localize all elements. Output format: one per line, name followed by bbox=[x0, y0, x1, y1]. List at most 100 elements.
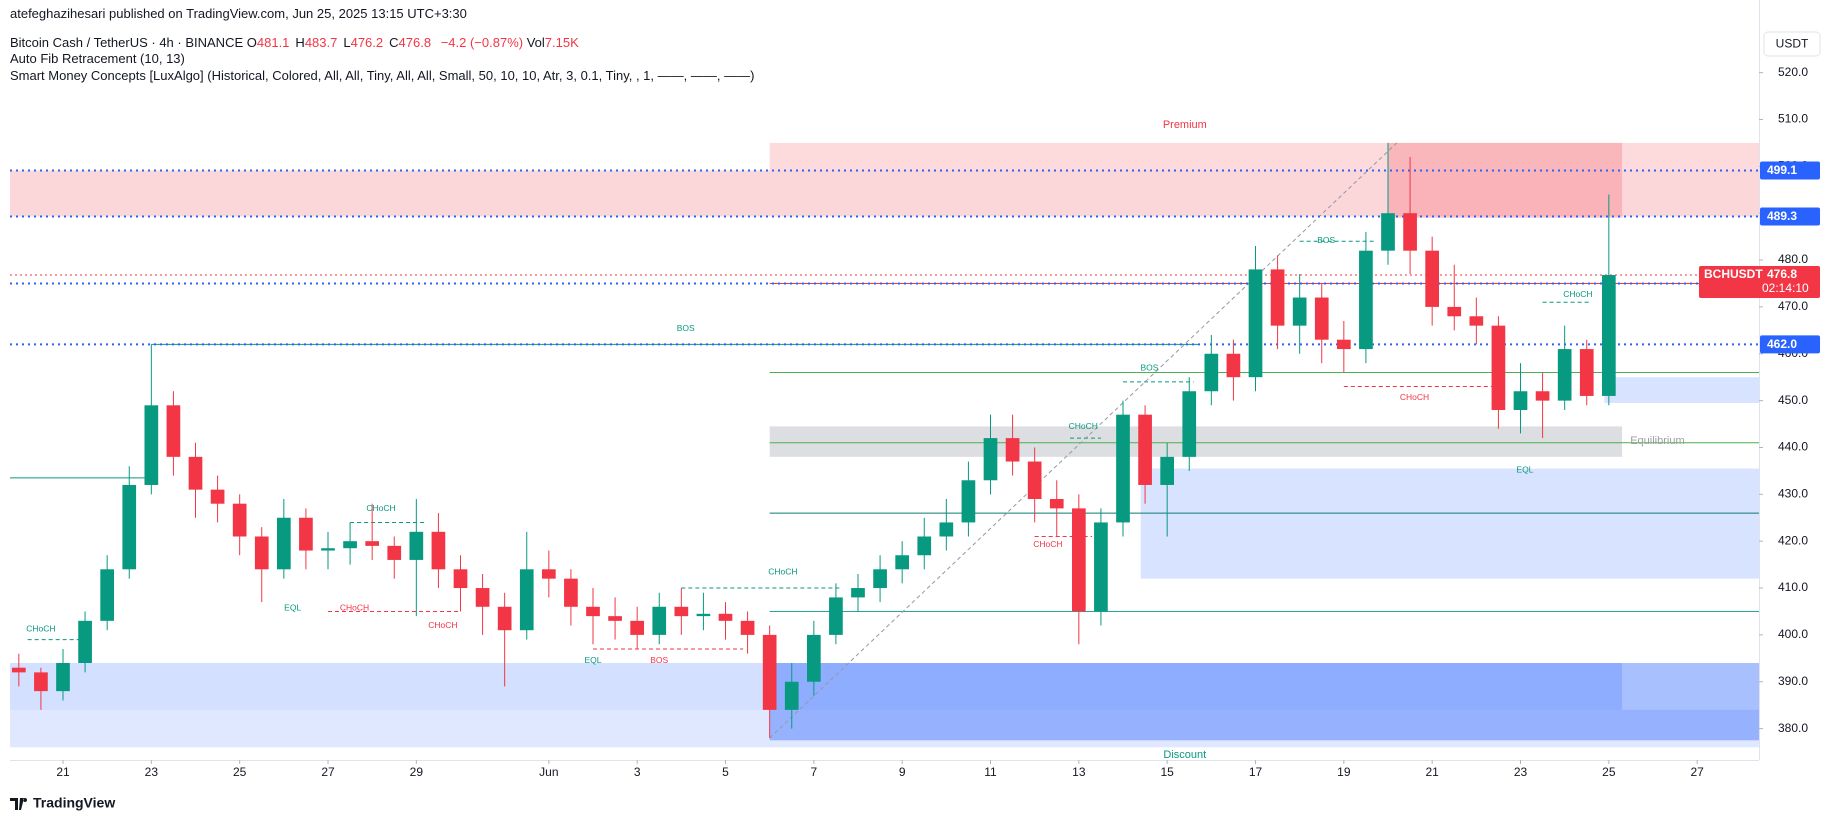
x-tick-label: 15 bbox=[1160, 765, 1174, 779]
change: −4.2 (−0.87%) bbox=[440, 34, 524, 50]
x-tick-label: 29 bbox=[410, 765, 424, 779]
x-tick-label: Jun bbox=[539, 765, 558, 779]
candle-body bbox=[608, 616, 622, 621]
candle-body bbox=[1138, 414, 1152, 485]
zone bbox=[10, 709, 1759, 748]
candle-body bbox=[122, 484, 137, 570]
candle-body bbox=[983, 438, 998, 481]
candle-body bbox=[1557, 349, 1572, 401]
candle-body bbox=[56, 663, 70, 692]
candle-body bbox=[740, 620, 755, 635]
annotation: CHoCH bbox=[1033, 539, 1062, 549]
zone bbox=[1388, 142, 1623, 218]
currency-box[interactable] bbox=[1763, 31, 1821, 57]
y-tick-label: 520.0 bbox=[1778, 65, 1808, 79]
y-tick-label: 470.0 bbox=[1778, 299, 1808, 313]
y-tick-label: 400.0 bbox=[1778, 627, 1808, 641]
candle-body bbox=[674, 606, 689, 617]
price-label-box bbox=[1760, 161, 1820, 180]
candle-body bbox=[1270, 269, 1285, 326]
indicator[interactable]: Smart Money Concepts [LuxAlgo] (Historic… bbox=[10, 67, 755, 83]
x-tick-label: 3 bbox=[634, 765, 641, 779]
ohlc-value: 476.8 bbox=[398, 34, 432, 50]
candle-body bbox=[1601, 275, 1616, 396]
x-tick-label: 27 bbox=[321, 765, 335, 779]
y-tick-label: 510.0 bbox=[1778, 112, 1808, 126]
candle-body bbox=[321, 548, 335, 551]
candle-body bbox=[299, 517, 313, 551]
candle-body bbox=[1248, 269, 1263, 378]
x-tick-label: 27 bbox=[1690, 765, 1704, 779]
candle-body bbox=[1204, 353, 1219, 392]
annotation: BOS bbox=[650, 655, 668, 665]
x-tick-label: 9 bbox=[899, 765, 906, 779]
x-tick-label: 25 bbox=[1602, 765, 1616, 779]
candle-body bbox=[1491, 325, 1506, 410]
annotation: CHoCH bbox=[1400, 392, 1429, 402]
candle-body bbox=[1425, 250, 1440, 307]
annotation: Discount bbox=[1163, 749, 1206, 761]
y-tick-label: 430.0 bbox=[1778, 486, 1808, 500]
ohlc-label: O bbox=[246, 34, 257, 50]
zone bbox=[769, 142, 1759, 171]
ohlc-label: H bbox=[295, 34, 305, 50]
candle-body bbox=[1314, 297, 1329, 340]
candle-body bbox=[564, 578, 578, 607]
ohlc-value: 476.2 bbox=[350, 34, 384, 50]
x-tick-label: 23 bbox=[1514, 765, 1528, 779]
candle-body bbox=[630, 620, 645, 635]
ohlc-label: C bbox=[389, 34, 399, 50]
symbol: Bitcoin Cash / TetherUS · 4h · BINANCE bbox=[10, 34, 244, 50]
candle-body bbox=[409, 531, 424, 560]
annotation: CHoCH bbox=[1069, 421, 1098, 431]
ohlc: O481.1 H483.7 L476.2 C476.8 bbox=[247, 35, 437, 50]
annotation: CHoCH bbox=[428, 620, 457, 630]
y-tick-label: 450.0 bbox=[1778, 393, 1808, 407]
candle-body bbox=[1403, 213, 1417, 251]
candle-body bbox=[276, 517, 291, 570]
price-label: 499.1 bbox=[1767, 163, 1797, 177]
annotation: EQL bbox=[1516, 465, 1533, 475]
candle-body bbox=[1513, 391, 1528, 410]
y-tick-label: 380.0 bbox=[1778, 721, 1808, 735]
symbol-row: Bitcoin Cash / TetherUS · 4h · BINANCE O… bbox=[10, 35, 754, 52]
brand-logo bbox=[10, 798, 28, 810]
candle-body bbox=[254, 536, 269, 570]
candle-body bbox=[1336, 339, 1351, 350]
brand: TradingView bbox=[33, 795, 115, 811]
candle-body bbox=[519, 569, 534, 631]
x-tick-label: 13 bbox=[1072, 765, 1086, 779]
ohlc-value: 483.7 bbox=[304, 34, 338, 50]
candle-body bbox=[939, 522, 954, 537]
candle-body bbox=[1226, 353, 1241, 378]
indicator[interactable]: Auto Fib Retracement (10, 13) bbox=[10, 51, 185, 66]
x-tick-label: 11 bbox=[984, 765, 997, 779]
annotation: BOS bbox=[1141, 363, 1159, 373]
last-price-box bbox=[1699, 266, 1820, 299]
x-tick-label: 21 bbox=[56, 765, 70, 779]
candle-body bbox=[1469, 316, 1484, 326]
candle-body bbox=[387, 545, 402, 560]
candle-body bbox=[696, 613, 711, 617]
candle-body bbox=[232, 503, 247, 537]
candle-body bbox=[1049, 499, 1064, 509]
x-tick-label: 19 bbox=[1337, 765, 1351, 779]
candle-body bbox=[873, 569, 887, 589]
last-price: 476.8 bbox=[1767, 267, 1797, 281]
last-price-symbol: BCHUSDT bbox=[1704, 267, 1763, 281]
candle-body bbox=[541, 569, 556, 579]
candle-body bbox=[188, 456, 203, 490]
candle-body bbox=[365, 541, 380, 546]
candle-body bbox=[34, 672, 48, 692]
annotation: BOS bbox=[677, 323, 695, 333]
price-label-box bbox=[1760, 207, 1820, 226]
candle-body bbox=[1071, 508, 1086, 612]
zone bbox=[1604, 377, 1759, 403]
y-tick-label: 410.0 bbox=[1778, 580, 1808, 594]
candle-body bbox=[1579, 349, 1594, 396]
y-tick-label: 480.0 bbox=[1778, 252, 1808, 266]
candle-body bbox=[895, 555, 910, 570]
candle-body bbox=[784, 681, 799, 710]
price-label: 462.0 bbox=[1767, 337, 1797, 351]
